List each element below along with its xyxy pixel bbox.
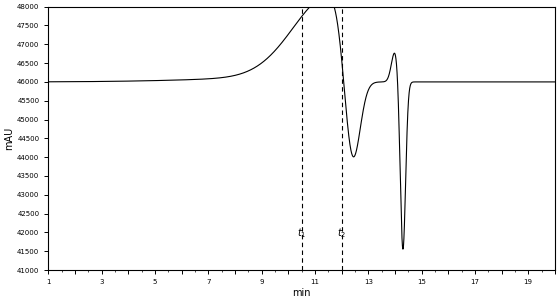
Text: $t_1$: $t_1$ (297, 226, 306, 240)
Text: $t_2$: $t_2$ (337, 226, 346, 240)
Y-axis label: mAU: mAU (4, 127, 14, 150)
X-axis label: min: min (292, 288, 311, 298)
